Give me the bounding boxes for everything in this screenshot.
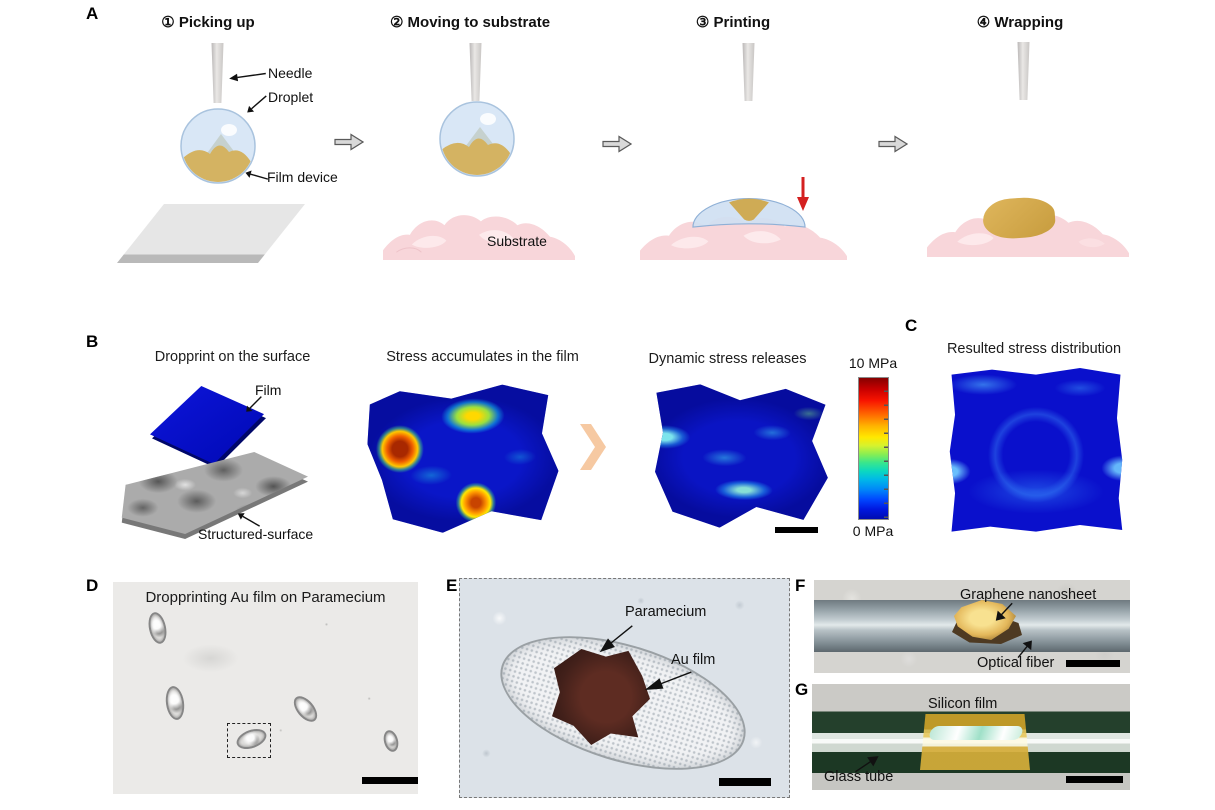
panel-b-label: B (86, 332, 99, 351)
right-block-arrow-icon (878, 135, 908, 153)
substrate-illustration-3 (640, 216, 847, 260)
accumulate-title: Stress accumulates in the film (386, 349, 579, 365)
droplet-arrow (247, 95, 267, 113)
graphene-nanosheet-label: Graphene nanosheet (960, 587, 1097, 603)
paramecium-cell (381, 728, 401, 754)
needle-illustration-2 (469, 43, 482, 101)
needle-illustration-3 (742, 43, 755, 101)
needle-illustration-1 (211, 43, 224, 103)
paramecium-cell (163, 684, 187, 722)
structured-surface-arrow (237, 513, 260, 527)
glass-tube-arrow (855, 756, 879, 773)
substrate-illustration-2 (383, 215, 575, 260)
film-arrow (246, 396, 262, 412)
paramecium-arrow (599, 625, 633, 653)
stress-release-heatmap (647, 380, 832, 535)
film-device-arrow (245, 170, 269, 180)
droplet-label: Droplet (268, 89, 314, 105)
glass-tube-label: Glass tube (824, 769, 894, 785)
scale-bar (719, 778, 771, 786)
glass-tube-photo (812, 684, 1130, 790)
stress-colorbar (858, 377, 889, 520)
scale-bar (362, 777, 418, 784)
panel-f-label: F (795, 576, 806, 595)
optical-fiber-photo (814, 580, 1130, 673)
structured-surface-label: Structured-surface (198, 526, 314, 542)
paramecium-cell (289, 692, 322, 726)
resulted-stress-heatmap (949, 368, 1123, 532)
droplet-illustration-1 (180, 108, 256, 184)
panel-a-label: A (86, 4, 99, 23)
film-label: Film (255, 382, 282, 398)
film-device-label: Film device (267, 169, 338, 185)
stress-accumulation-heatmap (365, 380, 560, 539)
release-title: Dynamic stress releases (648, 351, 807, 367)
step1-title: ① Picking up (161, 14, 255, 31)
schematic-title: Dropprint on the surface (154, 349, 311, 365)
step3-title: ③ Printing (695, 14, 771, 31)
micrograph-title: Dropprinting Au film on Paramecium (145, 589, 386, 606)
silicon-film-region (920, 714, 1030, 770)
au-film-label: Au film (671, 652, 716, 668)
silicon-film-label: Silicon film (928, 696, 998, 712)
paramecium-closeup-micrograph (459, 578, 790, 798)
substrate-label: Substrate (487, 233, 547, 249)
right-block-arrow-icon (602, 135, 632, 153)
optical-fiber-label: Optical fiber (977, 655, 1055, 671)
paramecium-cell (145, 610, 170, 646)
step4-title: ④ Wrapping (976, 14, 1064, 31)
needle-illustration-4 (1017, 42, 1030, 100)
panel-d-label: D (86, 576, 99, 595)
film-iridescent-streak (927, 726, 1025, 740)
scale-bar (1066, 776, 1123, 783)
colorbar-ticks (884, 378, 888, 519)
right-block-arrow-icon (334, 133, 364, 151)
paramecium-micrograph: Dropprinting Au film on Paramecium (113, 582, 418, 794)
zoom-region-box (227, 723, 271, 758)
step2-title: ② Moving to substrate (389, 14, 551, 31)
press-down-arrow-icon (797, 177, 809, 211)
scale-bar (1066, 660, 1120, 667)
colorbar-max-label: 10 MPa (848, 355, 898, 371)
result-title: Resulted stress distribution (946, 341, 1122, 357)
panel-e-label: E (446, 576, 458, 595)
paramecium-label: Paramecium (625, 604, 707, 620)
au-film-arrow (644, 671, 692, 690)
printed-droplet-illustration (692, 198, 806, 228)
droplet-illustration-2 (439, 101, 515, 177)
needle-arrow (229, 72, 266, 82)
film-illustration (150, 386, 264, 464)
fiber-arrow (1017, 640, 1032, 658)
nanosheet-arrow (995, 602, 1013, 621)
plate-illustration (117, 204, 305, 263)
needle-label: Needle (268, 65, 313, 81)
chevron-right-icon (580, 424, 606, 470)
scale-bar (775, 527, 818, 533)
panel-g-label: G (795, 680, 809, 699)
panel-c-label: C (905, 316, 918, 335)
colorbar-min-label: 0 MPa (852, 523, 894, 539)
